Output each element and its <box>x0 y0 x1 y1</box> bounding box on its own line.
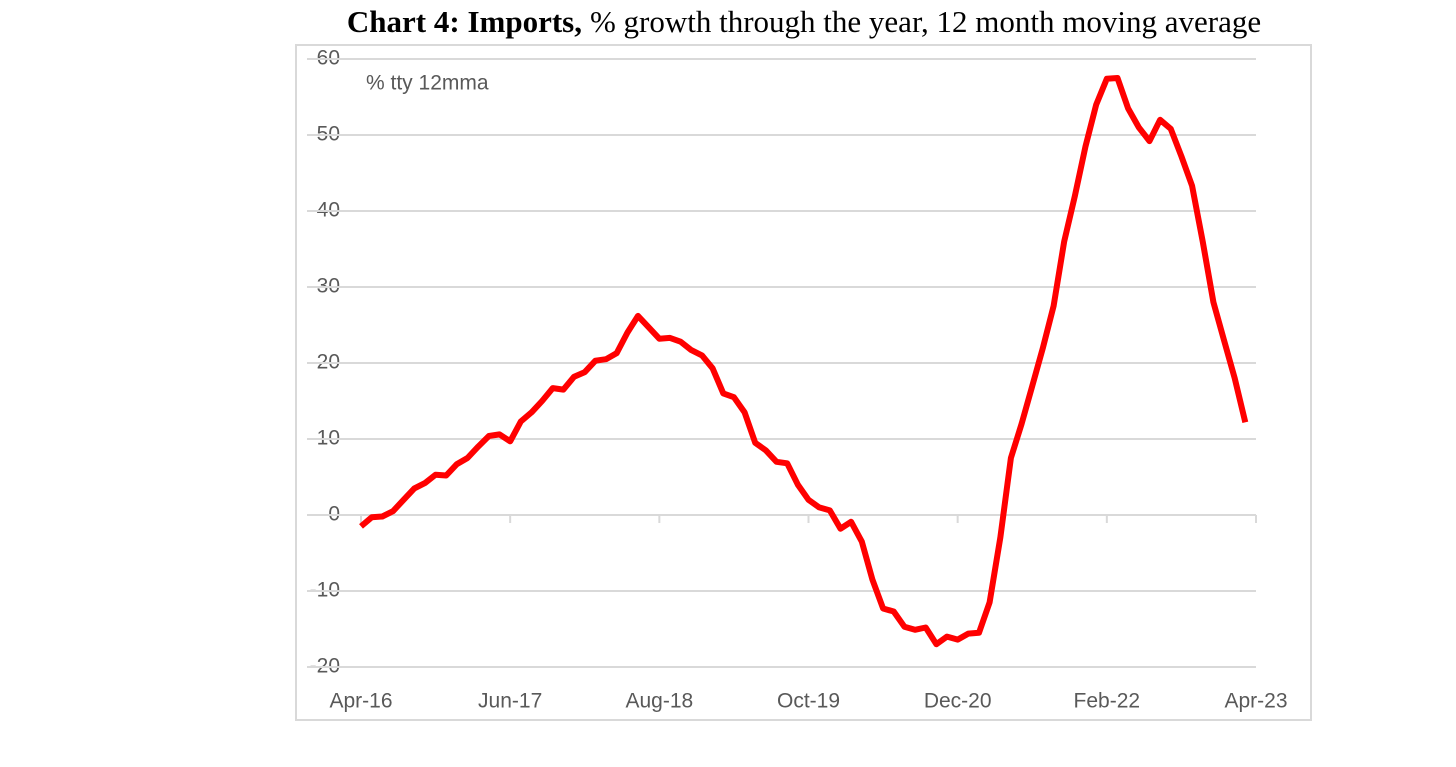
title-rest: % growth through the year, 12 month movi… <box>590 4 1261 39</box>
x-tick-label: Oct-19 <box>777 690 840 713</box>
x-tick-label: Dec-20 <box>924 690 992 713</box>
chart-frame <box>295 44 1312 721</box>
x-tick-label: Aug-18 <box>625 690 693 713</box>
line-series <box>359 75 1249 648</box>
x-tick-label: Apr-23 <box>1224 690 1287 713</box>
annotation: % tty 12mma <box>366 72 489 95</box>
title-bold: Chart 4: Imports, <box>347 4 582 39</box>
x-tick-label: Jun-17 <box>478 690 542 713</box>
x-tick-label: Apr-16 <box>329 690 392 713</box>
x-tick-label: Feb-22 <box>1074 690 1141 713</box>
chart-title: Chart 4: Imports,% growth through the ye… <box>347 4 1261 39</box>
